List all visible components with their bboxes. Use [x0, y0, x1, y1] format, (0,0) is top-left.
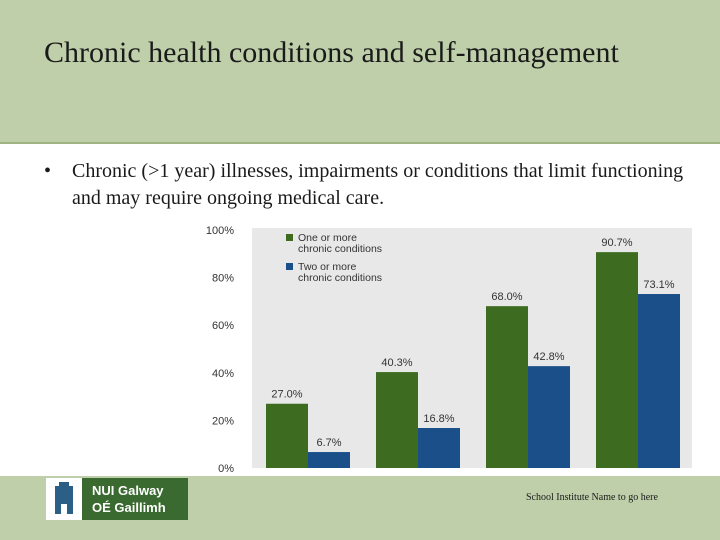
data-label: 16.8%: [423, 413, 454, 425]
bullet-text: Chronic (>1 year) illnesses, impairments…: [72, 160, 684, 209]
legend-swatch: [286, 263, 293, 270]
slide-title: Chronic health conditions and self-manag…: [44, 36, 619, 69]
legend-label: Two or more: [298, 261, 357, 273]
bar-chart: 0%20%40%60%80%100%27.0%6.7%Ages 0–1940.3…: [206, 225, 692, 493]
legend-label: chronic conditions: [298, 272, 382, 284]
bar: [308, 452, 350, 468]
bar: [486, 306, 528, 468]
data-label: 68.0%: [491, 291, 522, 303]
y-tick-label: 20%: [212, 415, 234, 427]
bar: [266, 403, 308, 468]
legend-label: chronic conditions: [298, 243, 382, 255]
data-label: 42.8%: [533, 351, 564, 363]
castle-crest-icon: [46, 478, 82, 520]
header-divider: [0, 142, 720, 144]
bullet-marker: •: [44, 160, 52, 182]
data-label: 90.7%: [601, 237, 632, 249]
logo-line-1: NUI Galway: [92, 483, 164, 498]
logo-line-2: OÉ Gaillimh: [92, 500, 166, 515]
institute-name: School Institute Name to go here: [526, 492, 658, 503]
legend-label: One or more: [298, 232, 357, 244]
bar: [528, 366, 570, 468]
bar: [418, 428, 460, 468]
y-tick-label: 80%: [212, 273, 234, 285]
legend-swatch: [286, 234, 293, 241]
title-banner: Chronic health conditions and self-manag…: [0, 0, 720, 142]
y-tick-label: 60%: [212, 320, 234, 332]
bar: [638, 294, 680, 468]
bullet-point: • Chronic (>1 year) illnesses, impairmen…: [44, 158, 704, 212]
data-label: 27.0%: [271, 389, 302, 401]
y-tick-label: 40%: [212, 368, 234, 380]
y-tick-label: 0%: [218, 463, 234, 475]
data-label: 73.1%: [643, 279, 674, 291]
bar: [376, 372, 418, 468]
university-logo: NUI Galway OÉ Gaillimh: [46, 478, 188, 520]
data-label: 40.3%: [381, 357, 412, 369]
data-label: 6.7%: [316, 437, 341, 449]
y-tick-label: 100%: [206, 225, 234, 237]
bar: [596, 252, 638, 468]
